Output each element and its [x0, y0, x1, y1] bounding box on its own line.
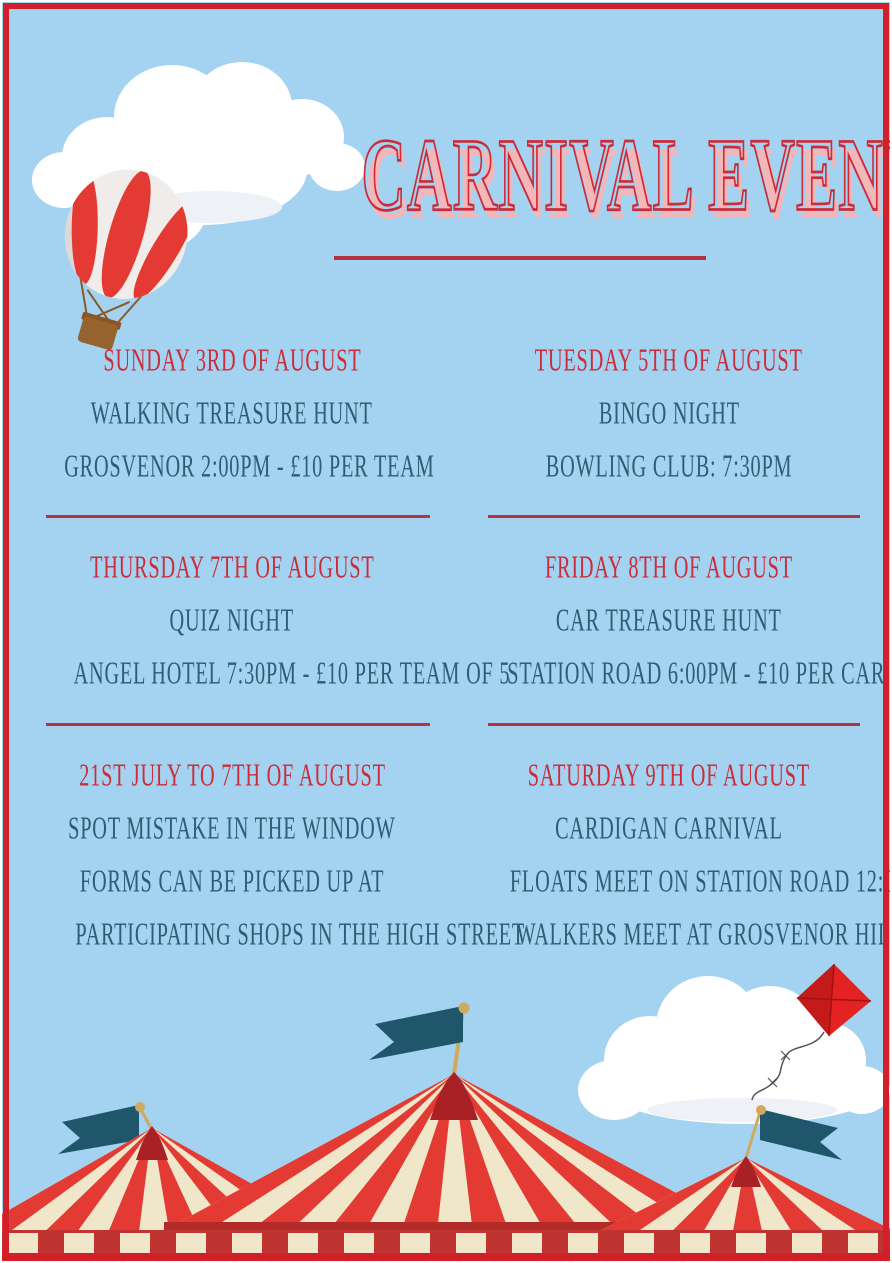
event-line-text: WALKERS MEET AT GROSVENOR HILL 12:15: [516, 917, 890, 952]
event-line: PARTICIPATING SHOPS IN THE HIGH STREET: [12, 908, 524, 961]
event-card-1: SUNDAY 3RD OF AUGUST WALKING TREASURE HU…: [12, 334, 452, 493]
event-line: FLOATS MEET ON STATION ROAD 12:00: [454, 855, 890, 908]
event-line: CARDIGAN CARNIVAL: [454, 802, 884, 855]
cloud-icon: [578, 976, 890, 1124]
event-card-2: TUESDAY 5TH OF AUGUST BINGO NIGHT BOWLIN…: [454, 334, 884, 493]
event-line-text: CARDIGAN CARNIVAL: [555, 811, 783, 846]
divider-line: [46, 723, 430, 726]
event-line-text: FLOATS MEET ON STATION ROAD 12:00: [509, 864, 890, 899]
header-decoration: [32, 62, 365, 350]
title-underline: [334, 256, 706, 260]
poster-title-text: CARNIVAL EVENTS 2025: [361, 115, 890, 233]
kite-bows: [767, 1050, 791, 1088]
event-date-text: SATURDAY 9TH OF AUGUST: [527, 758, 811, 793]
event-date-text: SUNDAY 3RD OF AUGUST: [102, 343, 362, 378]
event-line: ANGEL HOTEL 7:30PM - £10 PER TEAM OF 5: [12, 647, 510, 700]
event-line: WALKING TREASURE HUNT: [12, 387, 452, 440]
event-card-6: SATURDAY 9TH OF AUGUST CARDIGAN CARNIVAL…: [454, 749, 890, 961]
event-line-text: WALKING TREASURE HUNT: [91, 396, 373, 431]
event-line-text: STATION ROAD 6:00PM - £10 PER CAR: [507, 656, 886, 691]
event-line-text: GROSVENOR 2:00PM - £10 PER TEAM: [64, 449, 435, 484]
event-date: FRIDAY 8TH OF AUGUST: [454, 541, 884, 594]
event-line-text: ANGEL HOTEL 7:30PM - £10 PER TEAM OF 5: [73, 656, 511, 691]
event-date: THURSDAY 7TH OF AUGUST: [12, 541, 452, 594]
event-card-4: FRIDAY 8TH OF AUGUST CAR TREASURE HUNT S…: [454, 541, 884, 700]
event-date: 21ST JULY TO 7TH OF AUGUST: [12, 749, 452, 802]
kite-icon: [751, 963, 872, 1101]
event-line: WALKERS MEET AT GROSVENOR HILL 12:15: [454, 908, 890, 961]
event-line-text: BOWLING CLUB: 7:30PM: [545, 449, 793, 484]
event-line: BINGO NIGHT: [454, 387, 884, 440]
tent-valance: [2, 1230, 890, 1261]
event-date-text: FRIDAY 8TH OF AUGUST: [545, 550, 793, 585]
event-date-text: THURSDAY 7TH OF AUGUST: [89, 550, 375, 585]
event-line: QUIZ NIGHT: [12, 594, 452, 647]
divider-line: [46, 515, 430, 518]
footer-decoration: [2, 963, 890, 1261]
event-line: GROSVENOR 2:00PM - £10 PER TEAM: [12, 440, 452, 493]
event-date-text: 21ST JULY TO 7TH OF AUGUST: [78, 758, 386, 793]
flag-icon: [58, 1105, 139, 1154]
event-date: SATURDAY 9TH OF AUGUST: [454, 749, 884, 802]
divider-line: [488, 723, 860, 726]
event-date: SUNDAY 3RD OF AUGUST: [12, 334, 452, 387]
flag-icon: [369, 1006, 463, 1060]
event-line: CAR TREASURE HUNT: [454, 594, 884, 647]
circus-tent-big: [170, 1002, 740, 1242]
event-line-text: PARTICIPATING SHOPS IN THE HIGH STREET: [75, 917, 526, 952]
event-line: BOWLING CLUB: 7:30PM: [454, 440, 884, 493]
flag-icon: [760, 1109, 842, 1160]
event-date: TUESDAY 5TH OF AUGUST: [454, 334, 884, 387]
event-line: SPOT MISTAKE IN THE WINDOW: [12, 802, 452, 855]
event-line-text: FORMS CAN BE PICKED UP AT: [79, 864, 385, 899]
poster-title: CARNIVAL EVENTS 2025: [152, 115, 890, 240]
divider-line: [488, 515, 860, 518]
kite-string: [751, 1031, 825, 1101]
event-line-text: QUIZ NIGHT: [169, 603, 295, 638]
event-card-3: THURSDAY 7TH OF AUGUST QUIZ NIGHT ANGEL …: [12, 541, 510, 700]
event-line: STATION ROAD 6:00PM - £10 PER CAR: [454, 647, 884, 700]
event-line-text: BINGO NIGHT: [598, 396, 740, 431]
event-card-5: 21ST JULY TO 7TH OF AUGUST SPOT MISTAKE …: [12, 749, 524, 961]
event-line: FORMS CAN BE PICKED UP AT: [12, 855, 452, 908]
event-date-text: TUESDAY 5TH OF AUGUST: [535, 343, 803, 378]
event-line-text: SPOT MISTAKE IN THE WINDOW: [68, 811, 396, 846]
event-line-text: CAR TREASURE HUNT: [556, 603, 782, 638]
